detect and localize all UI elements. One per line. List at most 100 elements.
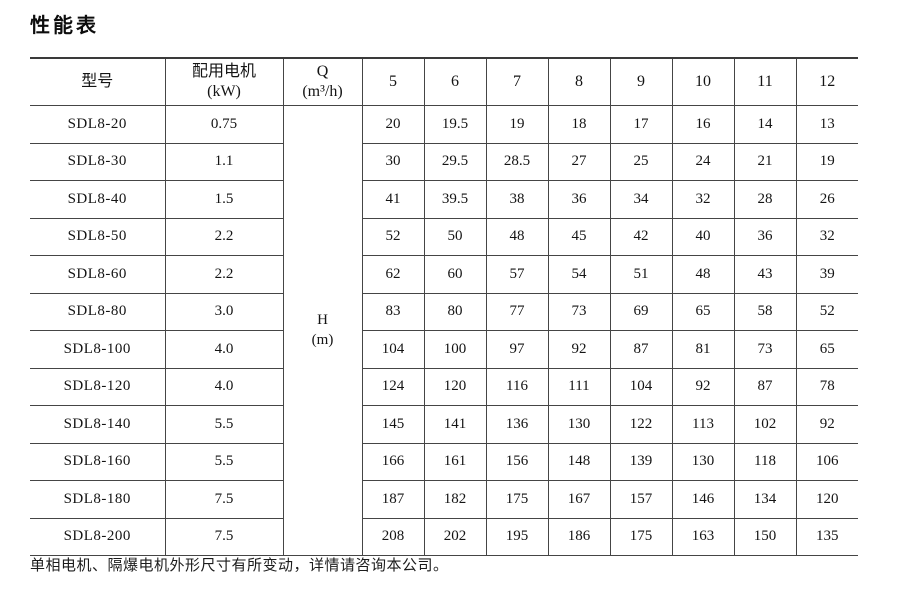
head-value-cell: 202 <box>423 517 487 556</box>
table-row: SDL8-100 4.0 104 100 97 92 87 81 73 65 <box>30 330 858 369</box>
head-value-cell: 42 <box>609 217 673 256</box>
head-value-cell: 104 <box>361 330 425 369</box>
head-value-cell: 187 <box>361 480 425 519</box>
table-row: SDL8-80 3.0 83 80 77 73 69 65 58 52 <box>30 292 858 331</box>
motor-power-cell: 3.0 <box>164 292 284 331</box>
motor-power-cell: 1.1 <box>164 142 284 181</box>
table-row: SDL8-20 0.75 H (m) 20 19.5 19 18 17 16 14 13 <box>30 105 858 556</box>
motor-power-cell: 4.0 <box>164 330 284 369</box>
motor-power-cell: 1.5 <box>164 180 284 219</box>
table-row: SDL8-200 7.5 208 202 195 186 175 163 150 135 <box>30 517 858 556</box>
header-q-value: 10 <box>671 57 735 106</box>
head-value-cell: 104 <box>609 367 673 406</box>
head-value-cell: 36 <box>547 180 611 219</box>
head-value-cell: 32 <box>795 217 858 256</box>
table-row: SDL8-140 5.5 145 141 136 130 122 113 102 92 <box>30 405 858 444</box>
model-cell: SDL8-20 <box>30 105 166 144</box>
head-value-cell: 102 <box>733 405 797 444</box>
head-value-cell: 52 <box>361 217 425 256</box>
head-value-cell: 118 <box>733 442 797 481</box>
header-q-value: 11 <box>733 57 797 106</box>
head-value-cell: 106 <box>795 442 858 481</box>
table-row: SDL8-60 2.2 62 60 57 54 51 48 43 39 <box>30 255 858 294</box>
head-value-cell: 40 <box>671 217 735 256</box>
head-value-cell: 195 <box>485 517 549 556</box>
head-value-cell: 130 <box>547 405 611 444</box>
model-cell: SDL8-30 <box>30 142 166 181</box>
motor-power-cell: 4.0 <box>164 367 284 406</box>
head-value-cell: 134 <box>733 480 797 519</box>
head-value-cell: 52 <box>795 292 858 331</box>
table-row: SDL8-160 5.5 166 161 156 148 139 130 118 106 <box>30 442 858 481</box>
head-value-cell: 145 <box>361 405 425 444</box>
head-value-cell: 43 <box>733 255 797 294</box>
head-value-cell: 39 <box>795 255 858 294</box>
header-q-value: 7 <box>485 57 549 106</box>
model-cell: SDL8-120 <box>30 367 166 406</box>
head-value-cell: 73 <box>733 330 797 369</box>
header-model: 型号 <box>30 57 166 106</box>
table-row: SDL8-30 1.1 30 29.5 28.5 27 25 24 21 19 <box>30 142 858 181</box>
head-value-cell: 13 <box>795 105 858 144</box>
head-value-cell: 21 <box>733 142 797 181</box>
head-value-cell: 48 <box>671 255 735 294</box>
head-value-cell: 36 <box>733 217 797 256</box>
head-value-cell: 24 <box>671 142 735 181</box>
head-value-cell: 65 <box>671 292 735 331</box>
model-cell: SDL8-50 <box>30 217 166 256</box>
head-value-cell: 87 <box>609 330 673 369</box>
head-value-cell: 120 <box>423 367 487 406</box>
head-value-cell: 29.5 <box>423 142 487 181</box>
header-q-value: 9 <box>609 57 673 106</box>
head-value-cell: 167 <box>547 480 611 519</box>
head-value-cell: 54 <box>547 255 611 294</box>
head-value-cell: 130 <box>671 442 735 481</box>
motor-power-cell: 5.5 <box>164 442 284 481</box>
header-motor-label: 配用电机 <box>191 63 256 80</box>
head-value-cell: 161 <box>423 442 487 481</box>
head-value-cell: 73 <box>547 292 611 331</box>
head-value-cell: 92 <box>547 330 611 369</box>
model-cell: SDL8-80 <box>30 292 166 331</box>
head-value-cell: 157 <box>609 480 673 519</box>
head-value-cell: 69 <box>609 292 673 331</box>
table-row: SDL8-50 2.2 52 50 48 45 42 40 36 32 <box>30 217 858 256</box>
head-value-cell: 28 <box>733 180 797 219</box>
head-value-cell: 156 <box>485 442 549 481</box>
head-value-cell: 186 <box>547 517 611 556</box>
performance-table: 型号 配用电机 (kW) Q (m³/h) 5 6 7 8 9 10 11 12 <box>30 57 858 556</box>
model-cell: SDL8-160 <box>30 442 166 481</box>
head-symbol: H <box>317 312 328 328</box>
head-value-cell: 208 <box>361 517 425 556</box>
head-unit: (m) <box>311 331 334 348</box>
footer-note: 单相电机、隔爆电机外形尺寸有所变动，详情请咨询本公司。 <box>30 558 449 574</box>
head-value-cell: 27 <box>547 142 611 181</box>
motor-power-cell: 7.5 <box>164 517 284 556</box>
head-value-cell: 60 <box>423 255 487 294</box>
head-value-cell: 39.5 <box>423 180 487 219</box>
head-value-cell: 122 <box>609 405 673 444</box>
header-motor: 配用电机 (kW) <box>164 57 284 106</box>
head-value-cell: 32 <box>671 180 735 219</box>
head-value-cell: 92 <box>795 405 858 444</box>
head-value-cell: 146 <box>671 480 735 519</box>
head-value-cell: 135 <box>795 517 858 556</box>
header-flow-unit: (m³/h) <box>302 83 343 100</box>
head-value-cell: 16 <box>671 105 735 144</box>
head-value-cell: 80 <box>423 292 487 331</box>
head-value-cell: 19.5 <box>423 105 487 144</box>
head-value-cell: 18 <box>547 105 611 144</box>
head-value-cell: 175 <box>485 480 549 519</box>
head-value-cell: 17 <box>609 105 673 144</box>
head-value-cell: 50 <box>423 217 487 256</box>
head-value-cell: 175 <box>609 517 673 556</box>
head-value-cell: 87 <box>733 367 797 406</box>
head-value-cell: 124 <box>361 367 425 406</box>
head-value-cell: 51 <box>609 255 673 294</box>
head-value-cell: 141 <box>423 405 487 444</box>
head-value-cell: 139 <box>609 442 673 481</box>
model-cell: SDL8-60 <box>30 255 166 294</box>
motor-power-cell: 2.2 <box>164 217 284 256</box>
head-value-cell: 30 <box>361 142 425 181</box>
head-value-cell: 41 <box>361 180 425 219</box>
